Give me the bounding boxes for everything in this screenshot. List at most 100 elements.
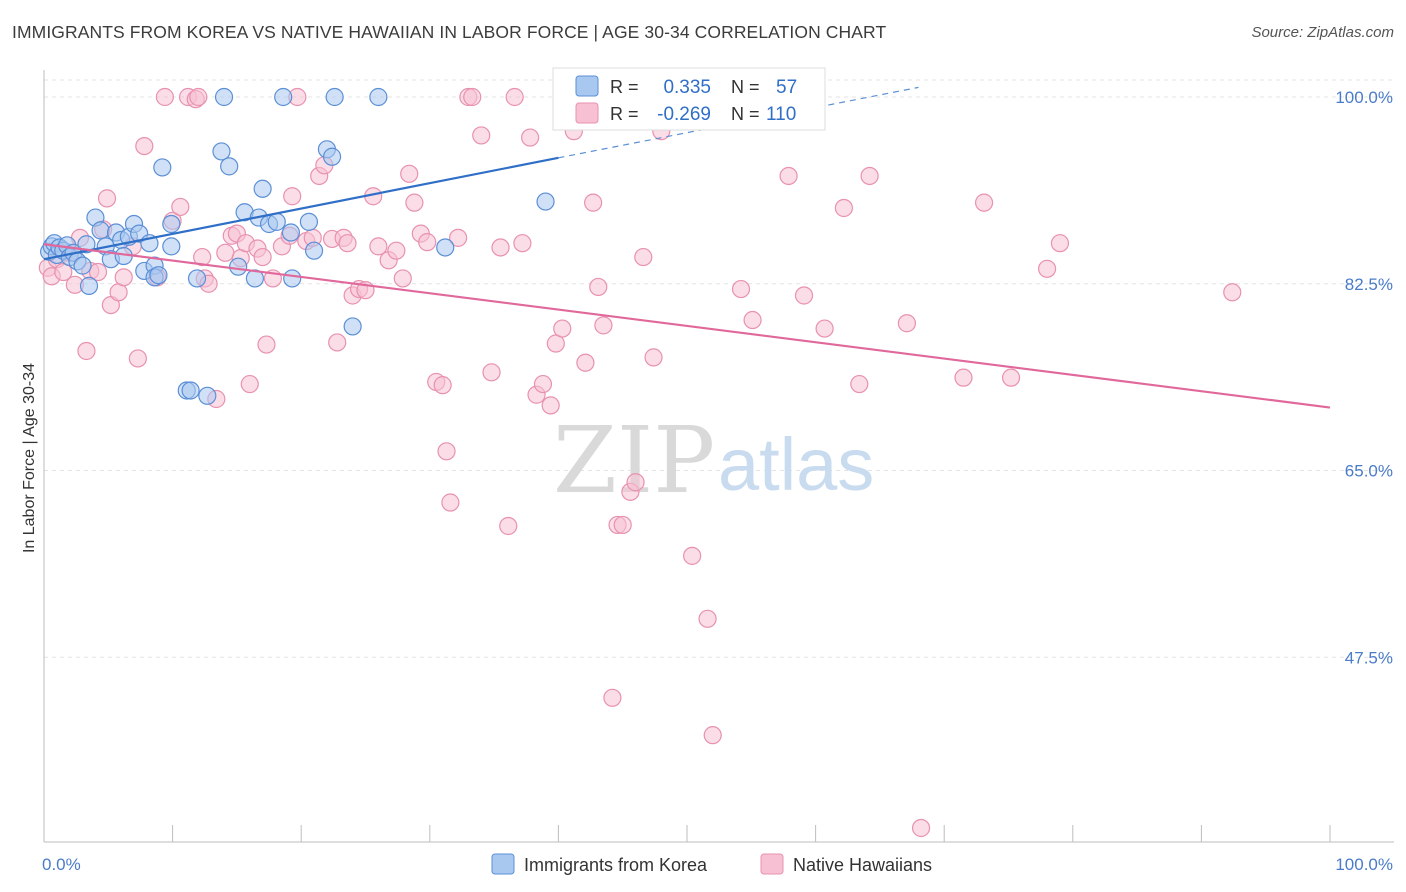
series-swatch-hawaii: [760, 853, 784, 875]
x-tick-label-0: 0.0%: [42, 855, 81, 874]
hawaii-point-9: [88, 262, 108, 282]
tick-labels: 47.5% 65.0% 82.5% 100.0% 0.0% 100.0%: [42, 88, 1393, 874]
y-tick-label-0: 47.5%: [1345, 648, 1393, 667]
korea-point-33: [187, 269, 207, 288]
korea-point-34: [198, 386, 217, 405]
hawaii-point-55: [369, 237, 388, 256]
hawaii-point-7: [77, 341, 96, 361]
korea-point-35: [212, 142, 231, 161]
hawaii-trend-line: [43, 243, 1331, 409]
hawaii-point-105: [850, 374, 869, 394]
hawaii-point-100: [743, 310, 762, 330]
hawaii-point-73: [499, 516, 518, 536]
hawaii-point-86: [594, 316, 613, 335]
korea-point-56: [536, 192, 555, 211]
hawaii-point-108: [911, 818, 931, 838]
korea-point-40: [245, 269, 265, 288]
hawaii-point-25: [193, 247, 212, 267]
hawaii-point-59: [400, 164, 419, 183]
hawaii-point-79: [541, 396, 560, 415]
y-tick-label-3: 100.0%: [1335, 88, 1393, 107]
hawaii-point-107: [897, 314, 917, 333]
hawaii-points: [38, 87, 1242, 838]
hawaii-point-57: [387, 241, 406, 260]
hawaii-point-96: [683, 546, 702, 565]
legend-r-korea: 0.335: [663, 77, 711, 98]
korea-point-10: [73, 256, 92, 275]
hawaii-point-103: [815, 319, 834, 338]
series-legend: Immigrants from Korea Native Hawaiians: [491, 853, 932, 875]
korea-point-30: [162, 237, 181, 256]
korea-point-48: [299, 212, 319, 231]
korea-point-51: [322, 147, 342, 166]
hawaii-point-41: [283, 187, 302, 206]
legend-n-label-hawaii: N =: [731, 104, 760, 124]
hawaii-point-64: [433, 376, 452, 395]
hawaii-point-93: [644, 348, 663, 367]
correlation-legend: R = 0.335 N = 57 R = -0.269 N = 110: [552, 67, 826, 131]
korea-point-46: [281, 223, 301, 242]
hawaii-point-110: [974, 193, 994, 212]
legend-n-hawaii: 110: [766, 104, 796, 125]
korea-point-28: [153, 158, 172, 177]
hawaii-point-60: [405, 193, 424, 212]
korea-point-29: [162, 214, 181, 234]
hawaii-point-24: [189, 87, 208, 107]
y-axis-title: In Labor Force | Age 30-34: [21, 363, 38, 553]
korea-point-53: [343, 317, 362, 336]
hawaii-point-87: [603, 688, 622, 707]
grid-lines: [44, 79, 1394, 658]
hawaii-point-37: [257, 335, 276, 354]
korea-point-49: [304, 241, 324, 260]
trend-lines: [43, 86, 1331, 409]
hawaii-point-98: [703, 726, 722, 745]
hawaii-point-97: [698, 609, 717, 628]
korea-point-36: [214, 87, 234, 107]
chart-title: IMMIGRANTS FROM KOREA VS NATIVE HAWAIIAN…: [12, 22, 887, 42]
korea-point-44: [267, 212, 286, 231]
source-credit: Source: ZipAtlas.com: [1251, 24, 1394, 41]
korea-point-32: [181, 381, 200, 400]
y-tick-label-1: 65.0%: [1345, 462, 1393, 481]
hawaii-point-74: [505, 87, 524, 107]
hawaii-point-29: [216, 243, 235, 262]
hawaii-point-69: [463, 87, 482, 107]
hawaii-point-114: [1223, 283, 1242, 302]
korea-trend-line: [43, 156, 559, 261]
korea-point-52: [325, 87, 344, 107]
korea-point-12: [79, 276, 99, 295]
korea-point-27: [149, 266, 168, 285]
korea-point-38: [229, 257, 248, 276]
hawaii-point-72: [491, 238, 510, 257]
legend-swatch-korea: [575, 75, 599, 97]
hawaii-point-71: [482, 363, 501, 382]
hawaii-point-109: [954, 368, 973, 387]
hawaii-point-14: [114, 268, 133, 287]
hawaii-point-65: [437, 442, 456, 461]
hawaii-point-91: [626, 473, 645, 492]
x-tick-label-1: 100.0%: [1335, 855, 1393, 874]
hawaii-point-85: [589, 277, 608, 297]
hawaii-point-48: [328, 333, 347, 352]
hawaii-point-80: [546, 334, 565, 353]
hawaii-point-83: [576, 353, 595, 372]
hawaii-point-92: [634, 247, 653, 267]
hawaii-point-16: [128, 349, 147, 368]
hawaii-point-99: [731, 279, 751, 299]
hawaii-point-111: [1001, 368, 1021, 387]
hawaii-point-89: [613, 515, 632, 535]
watermark-atlas: atlas: [718, 423, 874, 506]
korea-point-14: [91, 221, 110, 240]
legend-swatch-hawaii: [575, 102, 599, 124]
hawaii-point-11: [97, 189, 117, 208]
axes: [43, 70, 1394, 843]
korea-point-54: [369, 87, 388, 107]
korea-point-45: [274, 87, 293, 107]
legend-r-label-hawaii: R =: [610, 104, 639, 124]
hawaii-point-76: [521, 128, 540, 147]
hawaii-point-67: [448, 228, 468, 247]
hawaii-point-66: [441, 493, 460, 512]
hawaii-point-36: [253, 247, 272, 267]
hawaii-point-101: [779, 166, 798, 186]
